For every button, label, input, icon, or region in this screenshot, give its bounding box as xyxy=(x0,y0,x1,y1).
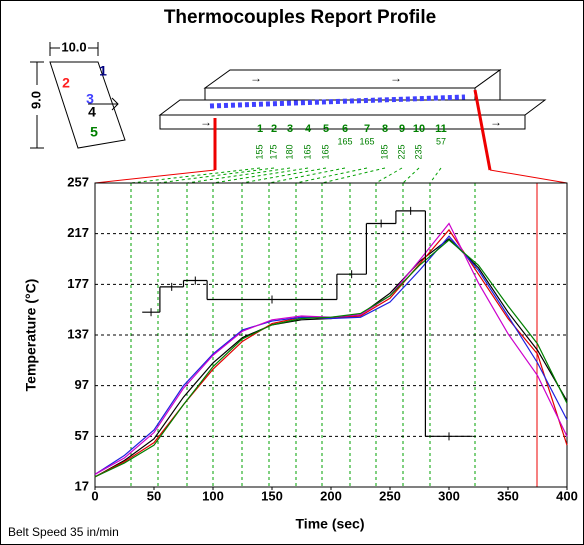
y-tick-label: 177 xyxy=(67,276,89,291)
zone-label: 11 xyxy=(435,123,447,135)
board-length: 9.0 xyxy=(28,91,43,109)
connector xyxy=(94,169,216,184)
zone-temp: 180 xyxy=(284,144,294,159)
zone-link xyxy=(157,167,275,184)
y-tick-label: 97 xyxy=(75,377,89,392)
x-tick-label: 200 xyxy=(320,488,342,503)
belt-speed: Belt Speed 35 in/min xyxy=(8,525,119,539)
flow-arrow: → xyxy=(200,115,212,129)
flow-arrow: → xyxy=(490,115,502,129)
zone-temp: 175 xyxy=(268,144,278,159)
zone-temp: 165 xyxy=(320,144,330,159)
flow-arrow: → xyxy=(390,71,402,85)
zone-label: 6 xyxy=(342,123,348,135)
y-tick-label: 57 xyxy=(75,428,89,443)
chart-title: Thermocouples Report Profile xyxy=(164,7,436,28)
connector xyxy=(489,169,568,184)
zone-link xyxy=(186,167,291,184)
x-tick-label: 50 xyxy=(147,488,161,503)
zone-temp: 225 xyxy=(396,144,406,159)
zone-label: 7 xyxy=(364,123,370,135)
zone-label: 10 xyxy=(413,123,425,135)
zone-label: 5 xyxy=(323,123,329,135)
x-tick-label: 400 xyxy=(556,488,578,503)
x-tick-label: 0 xyxy=(91,488,98,503)
zone-temp: 57 xyxy=(436,136,446,146)
zone-temp: 155 xyxy=(254,144,264,159)
zone-link xyxy=(130,167,261,184)
x-tick-label: 350 xyxy=(497,488,519,503)
zone-link xyxy=(268,167,346,184)
x-tick-label: 250 xyxy=(379,488,401,503)
zone-temp: 165 xyxy=(359,136,374,146)
zone-temp: 235 xyxy=(413,144,423,159)
zone-temp: 185 xyxy=(379,144,389,159)
x-tick-label: 100 xyxy=(202,488,224,503)
zone-label: 2 xyxy=(271,123,277,135)
board-track xyxy=(209,94,466,109)
zone-link xyxy=(295,167,368,184)
temperature-line xyxy=(94,235,568,475)
board xyxy=(49,61,126,149)
zone-label: 1 xyxy=(257,123,263,135)
x-tick-label: 300 xyxy=(438,488,460,503)
zone-link xyxy=(241,167,327,184)
y-tick-label: 17 xyxy=(75,478,89,493)
board-width: 10.0 xyxy=(61,39,86,54)
y-tick-label: 217 xyxy=(67,225,89,240)
arrow-head xyxy=(111,97,119,111)
x-tick-label: 150 xyxy=(261,488,283,503)
zone-label: 4 xyxy=(305,123,312,135)
zone-label: 9 xyxy=(399,123,405,135)
y-tick-label: 137 xyxy=(67,326,89,341)
temperature-line xyxy=(94,239,568,478)
thermocouple-label: 4 xyxy=(88,104,96,120)
zone-link xyxy=(212,167,309,184)
y-tick-label: 257 xyxy=(67,174,89,189)
zone-label: 8 xyxy=(382,123,388,135)
zone-label: 3 xyxy=(287,123,293,135)
thermocouple-label: 3 xyxy=(86,91,94,107)
y-axis-label: Temperature (°C) xyxy=(23,279,39,392)
zone-temp: 165 xyxy=(337,136,352,146)
thermocouple-label: 5 xyxy=(90,124,98,140)
conveyor-front xyxy=(159,114,526,130)
flow-arrow: → xyxy=(250,71,262,85)
zone-link xyxy=(321,167,386,184)
zone-temp: 165 xyxy=(302,144,312,159)
x-axis-label: Time (sec) xyxy=(296,516,365,532)
oven-exit xyxy=(473,89,492,171)
zone-link xyxy=(402,167,420,184)
thermocouple-label: 2 xyxy=(62,75,70,91)
thermocouple-label: 1 xyxy=(99,63,107,79)
zone-link xyxy=(375,167,403,184)
